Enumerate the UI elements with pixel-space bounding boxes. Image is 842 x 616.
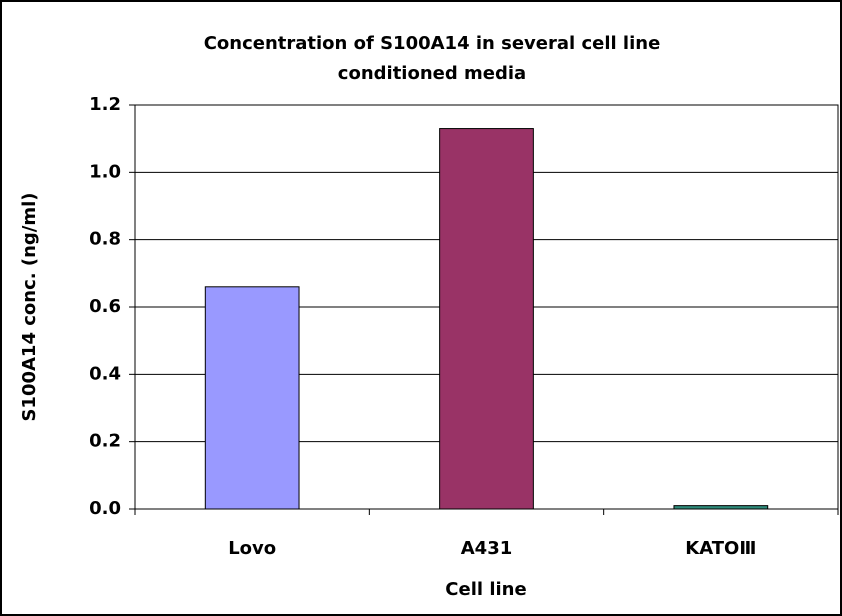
chart-title: Concentration of S100A14 in several cell… <box>204 33 661 54</box>
bar <box>439 128 534 510</box>
y-tick-label: 1.2 <box>89 94 121 115</box>
x-axis-label: Cell line <box>445 579 526 600</box>
x-tick-label: A431 <box>461 538 513 559</box>
y-tick-label: 0.8 <box>89 229 121 250</box>
x-tick-label: Lovo <box>228 538 276 559</box>
y-axis-label: S100A14 conc. (ng/ml) <box>19 192 40 421</box>
y-tick-label: 1.0 <box>89 161 121 182</box>
y-tick-label: 0.4 <box>89 363 121 384</box>
x-tick-label: KATOⅢ <box>685 538 756 559</box>
y-tick-label: 0.2 <box>89 431 121 452</box>
y-tick-label: 0.6 <box>89 296 121 317</box>
chart-title: conditioned media <box>338 63 526 84</box>
bar <box>204 286 300 510</box>
y-tick-label: 0.0 <box>89 498 121 519</box>
bar <box>673 505 769 510</box>
